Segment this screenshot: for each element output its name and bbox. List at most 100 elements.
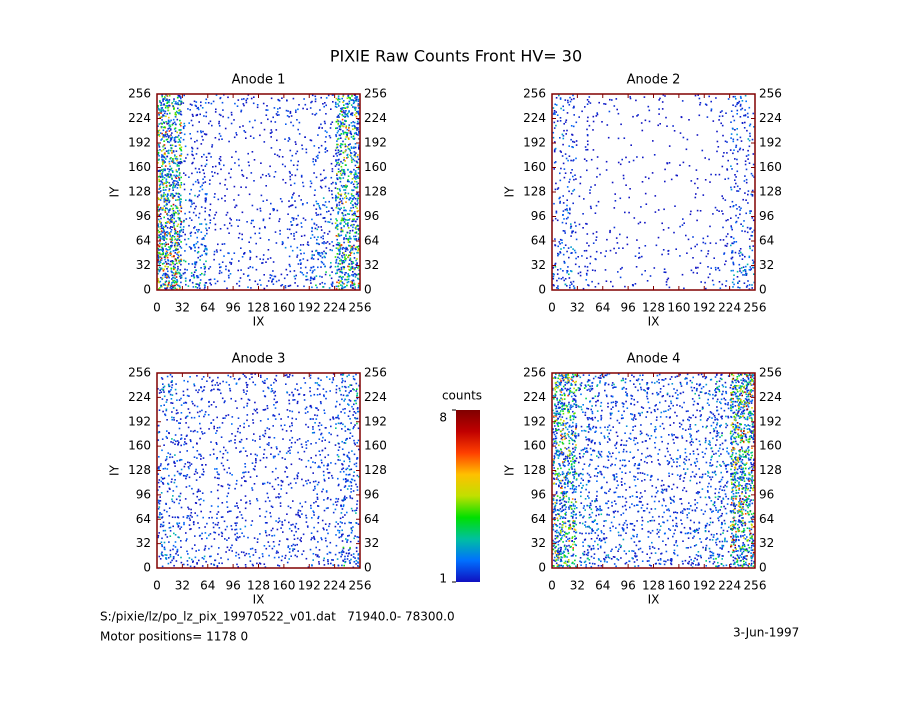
pixel-count	[302, 181, 304, 184]
pixel-count	[734, 251, 737, 254]
pixel-count	[261, 262, 263, 264]
pixel-count	[343, 209, 345, 212]
pixel-count	[161, 227, 163, 230]
pixel-count	[350, 491, 352, 493]
pixel-count	[194, 194, 196, 197]
pixel-count	[746, 129, 748, 132]
pixel-count	[649, 275, 652, 277]
pixel-count	[605, 169, 608, 171]
pixel-count	[177, 526, 180, 528]
pixel-count	[325, 247, 328, 249]
pixel-count	[341, 114, 344, 116]
pixel-count	[158, 468, 160, 470]
pixel-count	[743, 114, 745, 117]
pixel-count	[253, 226, 255, 228]
pixel-count	[352, 526, 354, 528]
pixel-count	[350, 249, 352, 252]
figure-title: PIXIE Raw Counts Front HV= 30	[330, 47, 582, 66]
pixel-count	[343, 286, 346, 289]
pixel-count	[670, 178, 673, 181]
pixel-count	[311, 94, 314, 97]
pixel-count	[644, 192, 647, 195]
pixel-count	[295, 513, 297, 516]
pixel-count	[185, 218, 188, 220]
pixel-count	[191, 104, 193, 106]
pixel-count	[696, 272, 698, 274]
pixel-count	[608, 110, 611, 113]
pixel-count	[572, 159, 575, 161]
pixel-count	[166, 226, 169, 229]
pixel-count	[721, 195, 723, 197]
x-tick-label: 64	[595, 301, 610, 315]
pixel-count	[243, 253, 245, 255]
pixel-count	[190, 440, 192, 443]
pixel-count	[172, 279, 174, 282]
pixel-count	[349, 154, 351, 157]
pixel-count	[355, 152, 357, 154]
pixel-count	[158, 431, 161, 433]
pixel-count	[318, 549, 321, 551]
pixel-count	[561, 239, 563, 241]
pixel-count	[157, 229, 159, 232]
pixel-count	[559, 120, 562, 122]
pixel-count	[315, 546, 317, 549]
pixel-count	[284, 557, 286, 559]
pixel-count	[338, 442, 340, 445]
pixel-count	[337, 242, 339, 244]
pixel-count	[730, 165, 732, 167]
pixel-count	[161, 174, 163, 176]
pixel-count	[338, 282, 340, 284]
pixel-count	[664, 180, 666, 183]
pixel-count	[275, 242, 278, 244]
pixel-count	[187, 238, 190, 240]
pixel-count	[357, 129, 359, 131]
pixel-count	[166, 207, 168, 210]
pixel-count	[335, 226, 338, 228]
pixel-count	[175, 283, 178, 285]
pixel-count	[157, 278, 160, 280]
pixel-count	[260, 162, 262, 164]
pixel-count	[273, 176, 276, 178]
pixel-count	[329, 274, 331, 277]
pixel-count	[212, 522, 215, 524]
pixel-count	[210, 545, 213, 548]
pixel-count	[339, 247, 342, 249]
pixel-count	[745, 272, 747, 275]
pixel-count	[158, 218, 160, 221]
pixel-count	[237, 566, 239, 568]
pixel-count	[736, 109, 739, 112]
pixel-count	[281, 97, 283, 99]
pixel-count	[196, 171, 199, 174]
pixel-count	[350, 104, 353, 106]
pixel-count	[280, 284, 282, 287]
pixel-count	[205, 156, 208, 158]
pixel-count	[251, 489, 254, 491]
pixel-count	[327, 233, 329, 235]
pixel-count	[174, 115, 177, 118]
pixel-count	[744, 121, 746, 124]
pixel-count	[347, 175, 350, 177]
pixel-count	[193, 157, 195, 160]
pixel-count	[347, 278, 350, 281]
pixel-count	[292, 124, 295, 127]
pixel-count	[317, 481, 320, 484]
pixel-count	[297, 214, 299, 217]
pixel-count	[157, 208, 160, 211]
pixel-count	[178, 165, 180, 167]
pixel-count	[168, 527, 171, 529]
pixel-count	[290, 545, 293, 547]
pixel-count	[320, 424, 323, 426]
pixel-count	[328, 210, 330, 212]
pixel-count	[352, 273, 355, 276]
pixel-count	[176, 180, 178, 183]
pixel-count	[749, 210, 751, 212]
pixel-count	[348, 148, 351, 150]
pixel-count	[175, 174, 178, 177]
pixel-count	[552, 266, 555, 269]
pixel-count	[574, 231, 577, 234]
pixel-count	[169, 260, 172, 263]
pixel-count	[334, 165, 337, 167]
pixel-count	[324, 201, 327, 203]
pixel-count	[270, 446, 273, 449]
pixel-count	[737, 150, 739, 153]
